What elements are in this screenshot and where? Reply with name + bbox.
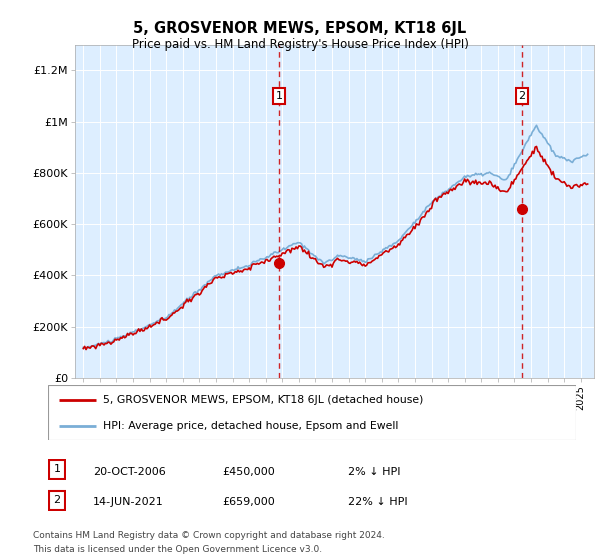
FancyBboxPatch shape (48, 385, 576, 440)
Text: 2: 2 (518, 91, 526, 101)
Text: 14-JUN-2021: 14-JUN-2021 (93, 497, 164, 507)
Text: 20-OCT-2006: 20-OCT-2006 (93, 466, 166, 477)
Text: Contains HM Land Registry data © Crown copyright and database right 2024.: Contains HM Land Registry data © Crown c… (33, 531, 385, 540)
Text: 1: 1 (275, 91, 283, 101)
Text: 2% ↓ HPI: 2% ↓ HPI (348, 466, 401, 477)
Text: 5, GROSVENOR MEWS, EPSOM, KT18 6JL: 5, GROSVENOR MEWS, EPSOM, KT18 6JL (133, 21, 467, 36)
Text: £659,000: £659,000 (222, 497, 275, 507)
Text: 2: 2 (53, 495, 61, 505)
FancyBboxPatch shape (49, 460, 65, 479)
Text: HPI: Average price, detached house, Epsom and Ewell: HPI: Average price, detached house, Epso… (103, 421, 399, 431)
Text: 5, GROSVENOR MEWS, EPSOM, KT18 6JL (detached house): 5, GROSVENOR MEWS, EPSOM, KT18 6JL (deta… (103, 395, 424, 405)
Text: £450,000: £450,000 (222, 466, 275, 477)
Text: This data is licensed under the Open Government Licence v3.0.: This data is licensed under the Open Gov… (33, 545, 322, 554)
Text: 22% ↓ HPI: 22% ↓ HPI (348, 497, 407, 507)
FancyBboxPatch shape (49, 491, 65, 510)
Text: 1: 1 (53, 464, 61, 474)
Text: Price paid vs. HM Land Registry's House Price Index (HPI): Price paid vs. HM Land Registry's House … (131, 38, 469, 50)
